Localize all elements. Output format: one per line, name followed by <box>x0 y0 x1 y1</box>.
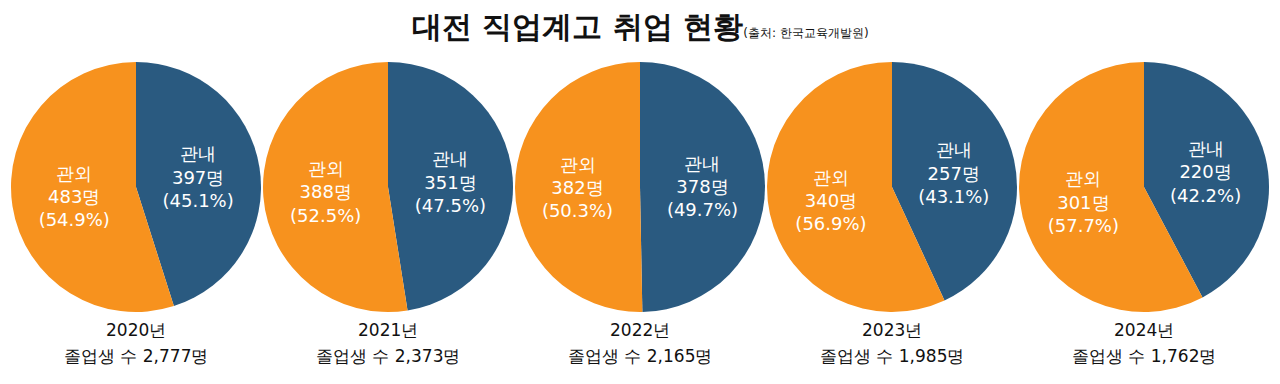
svg-text:2022년: 2022년 <box>610 320 670 340</box>
svg-text:2024년: 2024년 <box>1114 320 1174 340</box>
svg-text:2021년: 2021년 <box>358 320 418 340</box>
svg-text:관외301명(57.7%): 관외301명(57.7%) <box>1048 168 1119 236</box>
svg-text:관내220명(42.2%): 관내220명(42.2%) <box>1170 138 1241 206</box>
svg-text:관내351명(47.5%): 관내351명(47.5%) <box>415 148 486 216</box>
svg-text:관내397명(45.1%): 관내397명(45.1%) <box>163 143 234 211</box>
svg-text:졸업생 수 2,165명: 졸업생 수 2,165명 <box>568 346 712 366</box>
svg-text:2020년: 2020년 <box>106 320 166 340</box>
svg-text:졸업생 수 1,985명: 졸업생 수 1,985명 <box>820 346 964 366</box>
svg-text:졸업생 수 2,777명: 졸업생 수 2,777명 <box>64 346 208 366</box>
svg-text:관외340명(56.9%): 관외340명(56.9%) <box>795 167 866 235</box>
svg-text:관외382명(50.3%): 관외382명(50.3%) <box>542 154 613 222</box>
svg-text:관외388명(52.5%): 관외388명(52.5%) <box>290 158 361 226</box>
svg-text:관외483명(54.9%): 관외483명(54.9%) <box>39 163 110 231</box>
svg-text:대전 직업계고 취업 현황(출처: 한국교육개발원): 대전 직업계고 취업 현황(출처: 한국교육개발원) <box>412 9 869 44</box>
svg-text:2023년: 2023년 <box>862 320 922 340</box>
svg-text:관내257명(43.1%): 관내257명(43.1%) <box>918 139 989 207</box>
svg-text:관내378명(49.7%): 관내378명(49.7%) <box>667 153 738 221</box>
svg-text:졸업생 수 1,762명: 졸업생 수 1,762명 <box>1072 346 1216 366</box>
svg-text:졸업생 수 2,373명: 졸업생 수 2,373명 <box>316 346 460 366</box>
